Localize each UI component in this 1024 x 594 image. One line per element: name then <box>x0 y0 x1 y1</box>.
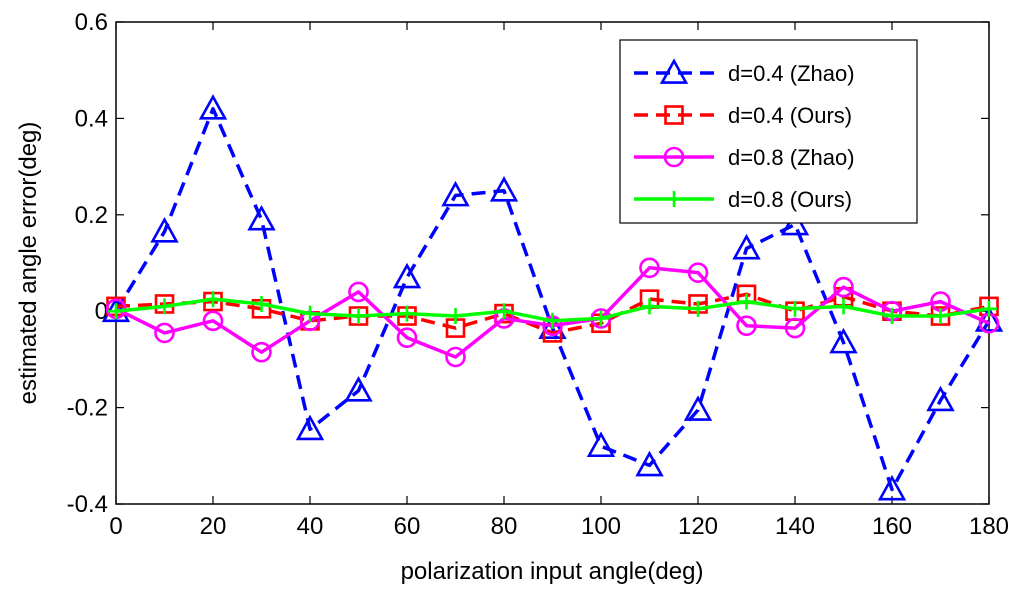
data-point <box>932 308 949 325</box>
x-tick-label: 100 <box>581 513 621 540</box>
x-tick-label: 180 <box>969 513 1009 540</box>
data-point <box>926 385 955 412</box>
series-layer <box>101 94 1004 501</box>
data-point <box>247 204 276 231</box>
data-point <box>981 300 997 317</box>
data-point <box>635 450 664 477</box>
legend-item: d=0.4 (Ours) <box>634 103 852 128</box>
x-tick-label: 120 <box>678 513 718 540</box>
x-tick-label: 0 <box>109 513 122 540</box>
legend-label: d=0.8 (Zhao) <box>728 145 855 170</box>
data-point <box>108 303 124 320</box>
data-point <box>833 276 854 298</box>
data-point <box>156 298 173 315</box>
data-point <box>489 176 519 202</box>
series-2 <box>105 257 1000 368</box>
data-point <box>593 310 609 327</box>
data-point <box>399 305 415 322</box>
data-point <box>344 376 373 402</box>
data-point <box>496 303 512 320</box>
legend-item: d=0.8 (Ours) <box>634 187 852 212</box>
data-point <box>445 346 466 368</box>
data-point <box>829 327 858 354</box>
y-tick-label: 0.4 <box>75 105 108 132</box>
x-axis-label: polarization input angle(deg) <box>401 558 704 585</box>
data-point <box>150 216 179 243</box>
legend-item: d=0.8 (Zhao) <box>634 145 855 170</box>
x-tick-label: 140 <box>775 513 815 540</box>
data-point <box>690 300 706 317</box>
data-point <box>544 312 561 329</box>
data-point <box>787 300 803 317</box>
data-point <box>205 291 221 308</box>
data-point <box>683 395 713 421</box>
legend-marker <box>659 58 689 84</box>
data-point <box>348 281 369 303</box>
data-point <box>392 262 422 289</box>
data-point <box>586 431 616 458</box>
series-3 <box>108 291 997 329</box>
legend-label: d=0.4 (Ours) <box>728 103 852 128</box>
y-tick-label: -0.2 <box>67 395 108 422</box>
x-tick-label: 60 <box>394 513 421 540</box>
y-tick-label: 0.2 <box>75 202 108 229</box>
data-point <box>641 298 658 315</box>
y-axis-label: estimated angle error(deg) <box>15 122 42 405</box>
legend-marker <box>666 191 682 207</box>
data-point <box>350 308 367 325</box>
legend-label: d=0.8 (Ours) <box>728 187 852 212</box>
data-point <box>447 308 464 325</box>
data-point <box>738 293 755 310</box>
x-tick-label: 80 <box>491 513 518 540</box>
x-tick-label: 160 <box>872 513 912 540</box>
legend-item: d=0.4 (Zhao) <box>634 58 855 86</box>
y-tick-label: -0.4 <box>67 491 108 518</box>
data-point <box>835 298 852 315</box>
data-point <box>198 94 228 120</box>
data-point <box>441 180 470 207</box>
legend-marker <box>663 146 685 168</box>
data-point <box>202 310 224 332</box>
data-point <box>253 295 270 312</box>
x-tick-label: 20 <box>200 513 227 540</box>
data-point <box>884 308 900 325</box>
data-point <box>154 322 175 344</box>
data-point <box>732 233 761 260</box>
data-point <box>538 313 567 339</box>
data-point <box>295 414 325 441</box>
data-point <box>687 262 709 283</box>
data-point <box>396 327 418 349</box>
legend: d=0.4 (Zhao) d=0.4 (Ours) d=0.8 (Zhao) d=0.… <box>619 39 918 224</box>
x-tick-label: 40 <box>297 513 324 540</box>
data-point <box>639 257 660 279</box>
axis-ticks: 0 20 40 60 80 100 120 140 160 180-0.4-0.200.20.40… <box>67 9 1009 540</box>
data-point <box>736 315 757 336</box>
legend-marker <box>664 105 684 125</box>
legend-label: d=0.4 (Zhao) <box>728 61 855 86</box>
data-point <box>877 474 907 501</box>
data-point <box>251 341 272 363</box>
data-point <box>302 305 318 322</box>
legend-box <box>619 39 918 224</box>
y-tick-label: 0.6 <box>75 9 108 36</box>
data-point <box>784 317 806 339</box>
